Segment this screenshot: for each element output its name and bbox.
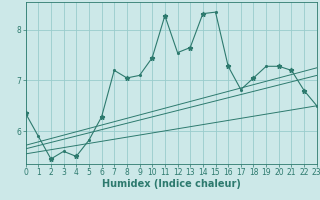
X-axis label: Humidex (Indice chaleur): Humidex (Indice chaleur) — [102, 179, 241, 189]
